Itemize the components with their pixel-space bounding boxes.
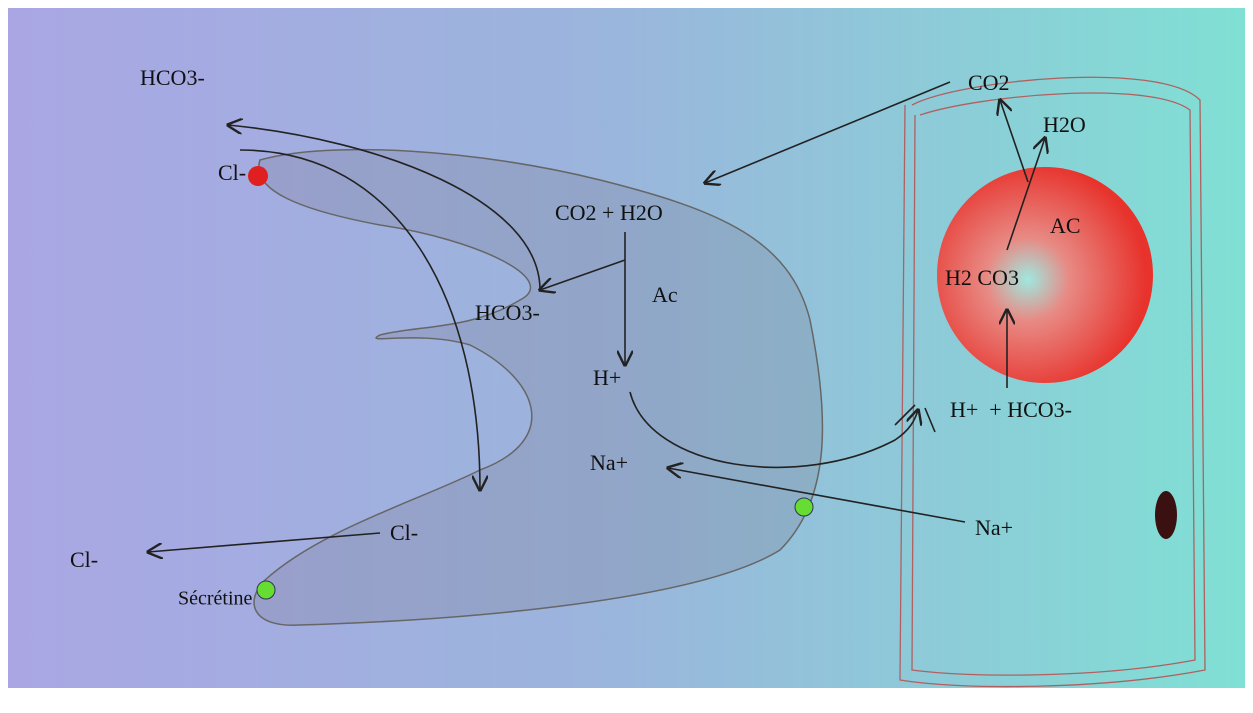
cl-channel xyxy=(248,166,268,186)
label: Na+ xyxy=(975,515,1013,540)
label: H+ + HCO3- xyxy=(950,397,1072,422)
label: CO2 + H2O xyxy=(555,200,663,225)
na-channel xyxy=(795,498,813,516)
label: H2 CO3 xyxy=(945,265,1019,290)
label: Cl- xyxy=(390,520,418,545)
label: AC xyxy=(1050,213,1081,238)
label: H2O xyxy=(1043,112,1086,137)
label: HCO3- xyxy=(140,65,205,90)
nucleus xyxy=(1155,491,1177,539)
label: H+ xyxy=(593,365,621,390)
label: Na+ xyxy=(590,450,628,475)
diagram: HCO3- Cl- CO2 + H2O HCO3- Ac H+ Na+ Cl- … xyxy=(0,0,1253,713)
label: CO2 xyxy=(968,70,1010,95)
label: Cl- xyxy=(70,547,98,572)
label: Cl- xyxy=(218,160,246,185)
secretin-receptor xyxy=(257,581,275,599)
label: Ac xyxy=(652,282,678,307)
label: HCO3- xyxy=(475,300,540,325)
label: Sécrétine xyxy=(178,588,253,610)
